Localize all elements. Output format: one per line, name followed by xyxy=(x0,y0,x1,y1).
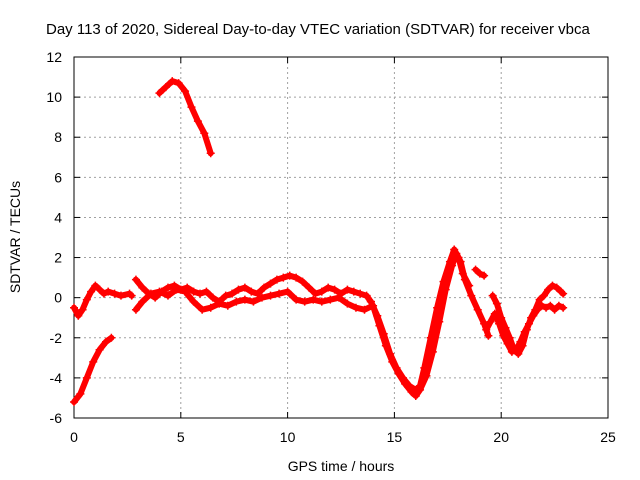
y-tick-label: -6 xyxy=(50,410,63,426)
data-layer xyxy=(70,77,567,406)
plot-frame xyxy=(74,57,608,418)
y-tick-label: 8 xyxy=(54,129,62,145)
y-tick-label: 2 xyxy=(54,250,62,266)
x-tick-label: 5 xyxy=(177,429,185,445)
x-axis-label: GPS time / hours xyxy=(288,458,395,474)
y-axis-label: SDTVAR / TECUs xyxy=(7,181,23,293)
sdtvar-chart: Day 113 of 2020, Sidereal Day-to-day VTE… xyxy=(0,0,640,480)
series-band-s10 xyxy=(493,286,563,354)
x-tick-label: 10 xyxy=(280,429,296,445)
grid xyxy=(74,57,608,418)
x-tick-label: 20 xyxy=(493,429,509,445)
y-tick-label: 0 xyxy=(54,290,62,306)
y-tick-label: -2 xyxy=(50,330,63,346)
series-band-s6 xyxy=(371,250,469,390)
y-tick-label: 10 xyxy=(46,89,62,105)
x-tick-label: 0 xyxy=(70,429,78,445)
y-tick-label: -4 xyxy=(50,370,63,386)
x-tick-label: 25 xyxy=(600,429,616,445)
y-tick-label: 4 xyxy=(54,209,62,225)
x-tick-label: 15 xyxy=(387,429,403,445)
chart-title: Day 113 of 2020, Sidereal Day-to-day VTE… xyxy=(46,21,590,38)
y-tick-label: 6 xyxy=(54,169,62,185)
axis-ticks: 0 5 10 15 20 25 -6 -4 -2 0 2 4 6 8 10 12 xyxy=(46,49,616,445)
y-tick-label: 12 xyxy=(46,49,62,65)
series-band-s2 xyxy=(74,338,111,402)
